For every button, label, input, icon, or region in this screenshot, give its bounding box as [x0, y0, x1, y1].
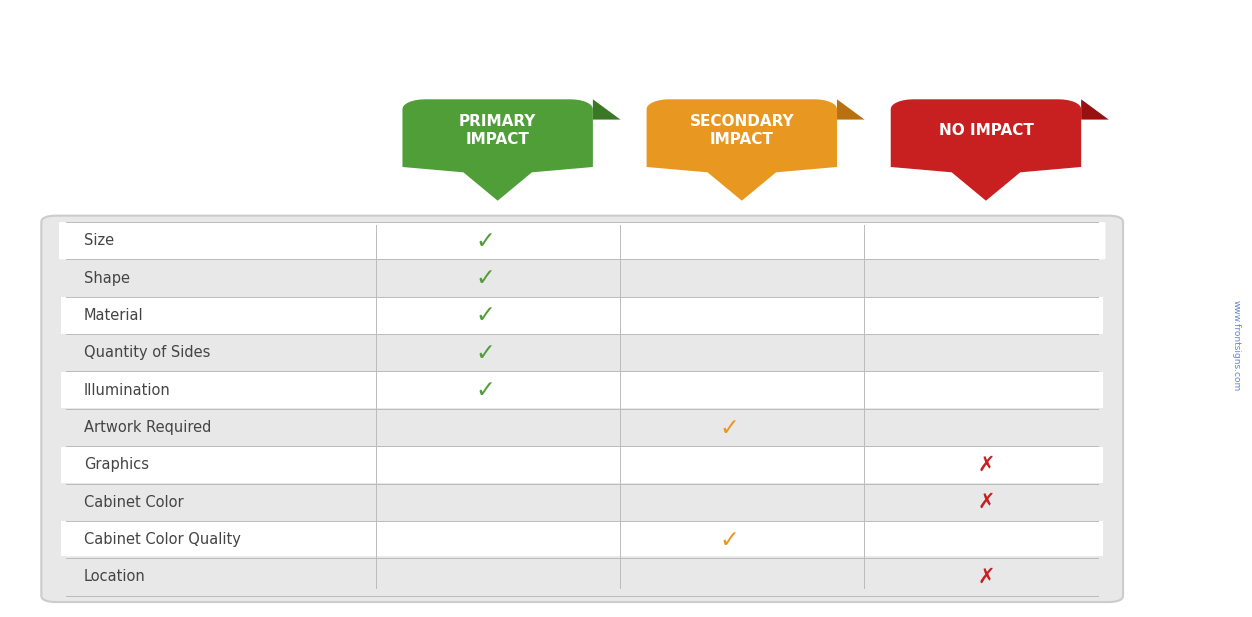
Text: Location: Location [84, 569, 145, 584]
Text: ✓: ✓ [720, 528, 739, 552]
Text: PRIMARY
IMPACT: PRIMARY IMPACT [459, 114, 536, 147]
Bar [61, 484, 1103, 520]
Bar [61, 297, 1103, 334]
Text: Illumination: Illumination [84, 383, 170, 398]
Bar [61, 410, 1103, 445]
Text: SUMMARY OF FACTORS AFFECTING LIGHT BOX SIGN PRICES: SUMMARY OF FACTORS AFFECTING LIGHT BOX S… [139, 28, 1113, 56]
Text: Material: Material [84, 308, 144, 323]
FancyBboxPatch shape [54, 556, 1111, 597]
Bar [61, 521, 1103, 558]
Bar [61, 260, 1103, 296]
Polygon shape [646, 99, 838, 201]
Polygon shape [593, 99, 621, 120]
Text: ✓: ✓ [476, 341, 495, 365]
Text: SECONDARY
IMPACT: SECONDARY IMPACT [690, 114, 794, 147]
Text: ✓: ✓ [720, 415, 739, 439]
Polygon shape [838, 99, 865, 120]
Text: Graphics: Graphics [84, 457, 149, 473]
Text: Artwork Required: Artwork Required [84, 420, 212, 435]
Text: ✓: ✓ [476, 266, 495, 290]
Polygon shape [402, 99, 593, 201]
Text: Quantity of Sides: Quantity of Sides [84, 346, 210, 360]
Bar [61, 447, 1103, 483]
Bar [61, 334, 1103, 371]
Text: NO IMPACT: NO IMPACT [939, 123, 1033, 138]
Polygon shape [890, 99, 1082, 201]
Bar [61, 372, 1103, 408]
Text: www.frontsigns.com: www.frontsigns.com [1231, 300, 1241, 391]
Text: ✗: ✗ [978, 492, 994, 512]
Text: ✓: ✓ [476, 229, 495, 253]
Text: Size: Size [84, 233, 114, 248]
FancyBboxPatch shape [41, 216, 1123, 602]
Text: Shape: Shape [84, 271, 130, 286]
Text: Cabinet Color: Cabinet Color [84, 495, 184, 510]
Text: Cabinet Color Quality: Cabinet Color Quality [84, 532, 240, 547]
Text: ✗: ✗ [978, 455, 994, 475]
Text: ✗: ✗ [978, 567, 994, 587]
Polygon shape [1082, 99, 1109, 120]
Text: ✓: ✓ [476, 304, 495, 328]
Text: ✓: ✓ [476, 378, 495, 402]
FancyBboxPatch shape [59, 222, 1106, 259]
